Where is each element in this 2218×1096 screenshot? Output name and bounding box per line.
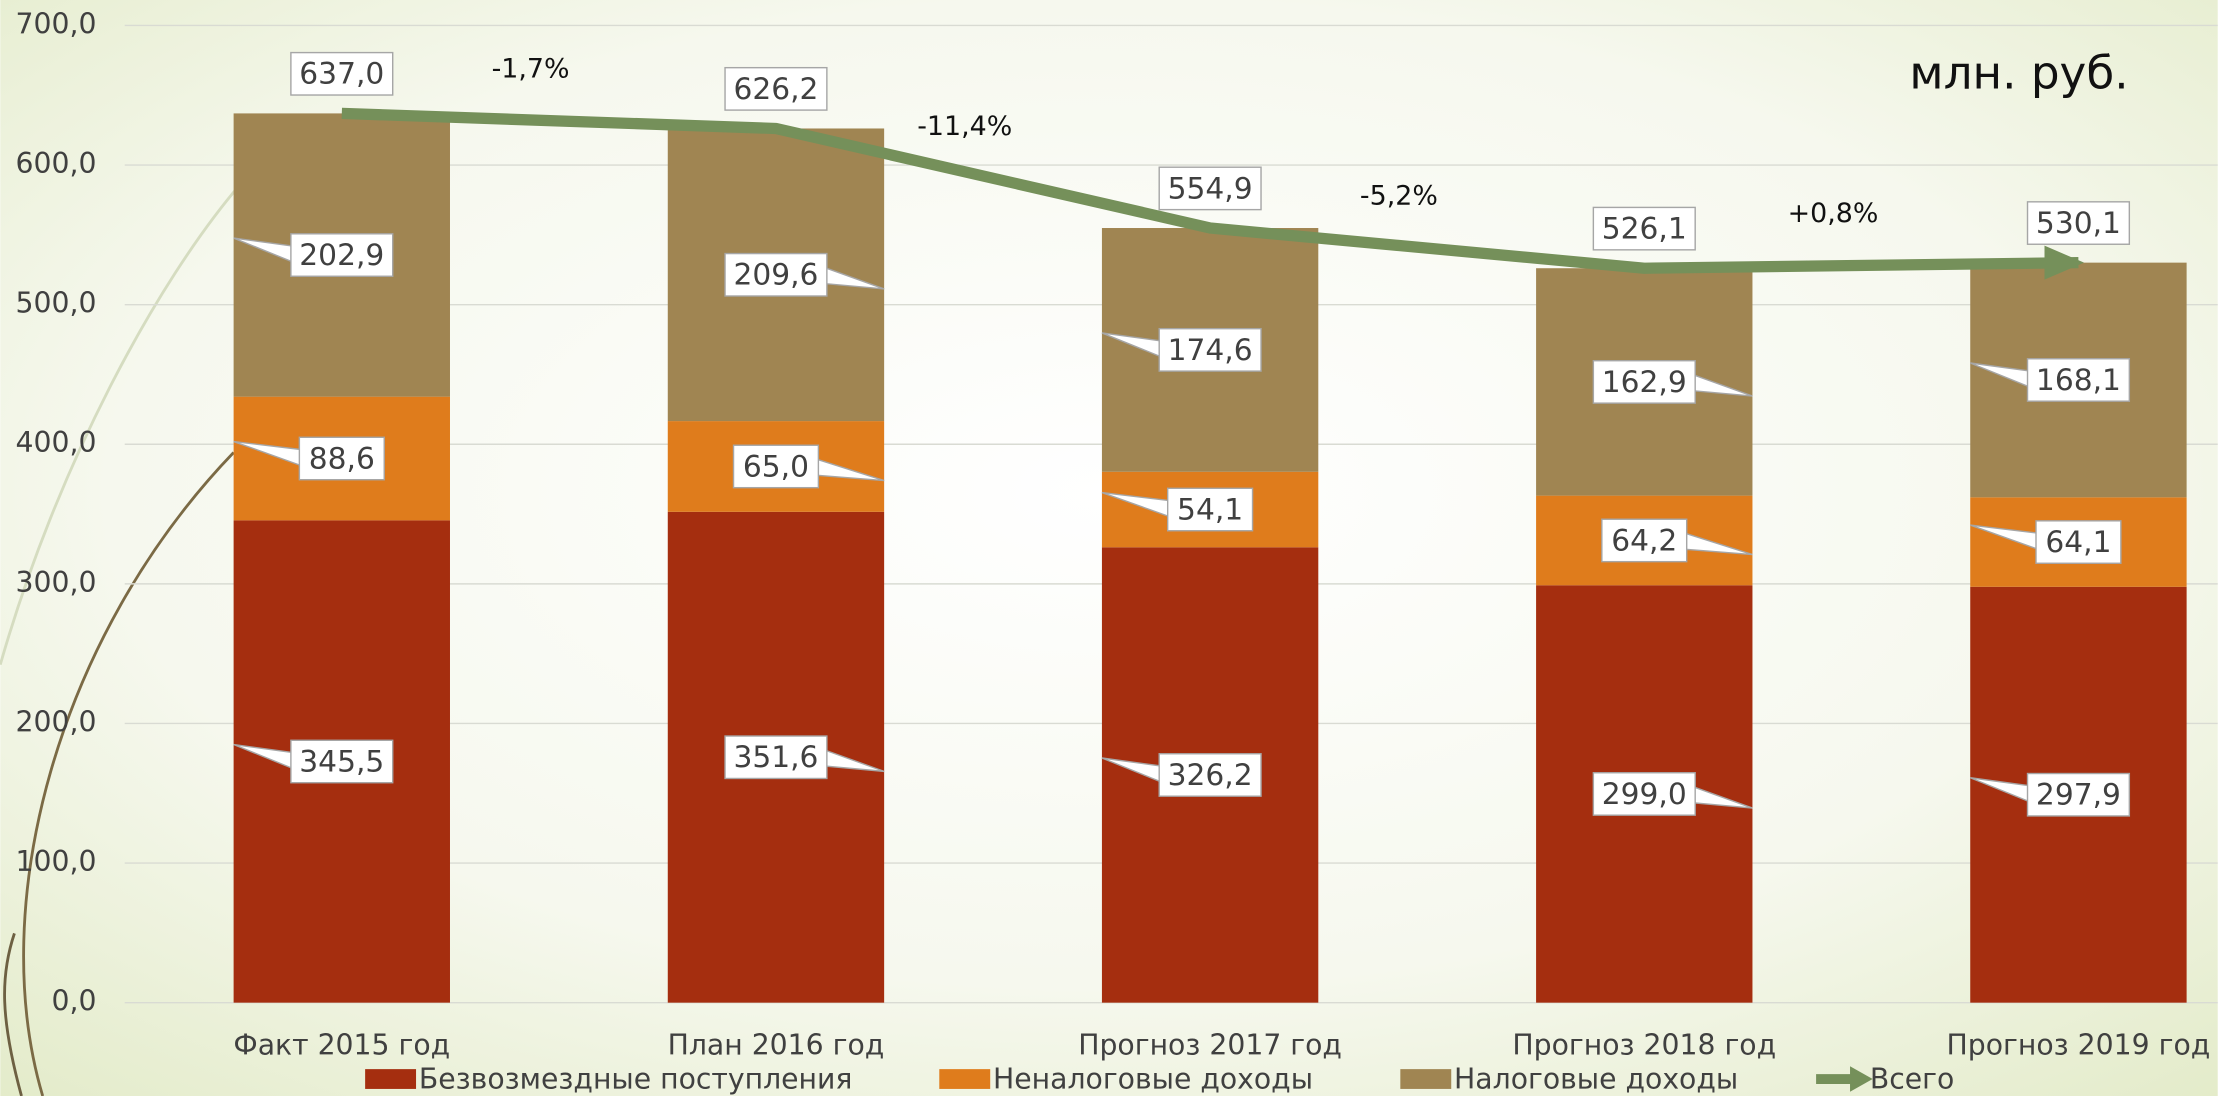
data-label-box [724,252,828,297]
data-label-box [2035,520,2122,564]
data-label-box [1166,487,1254,532]
data-label: 64,1 [2045,525,2111,560]
legend-label: Всего [1870,1062,1954,1095]
legend-swatch [939,1069,991,1089]
y-tick-label: 200,0 [16,705,97,738]
total-label-box [1158,166,1262,211]
legend-swatch [1400,1069,1452,1089]
total-line [341,107,2079,274]
total-label: 626,2 [733,72,818,107]
data-label-box [290,233,394,277]
total-label-box [290,51,394,96]
legend-label: Безвозмездные поступления [419,1062,853,1095]
legend-label: Налоговые доходы [1454,1062,1738,1095]
y-tick-label: 100,0 [16,845,97,878]
data-label: 351,6 [733,740,818,775]
data-label-box [1592,772,1696,816]
y-tick-label: 600,0 [16,147,97,180]
arrow-head [2044,245,2085,280]
x-tick-label: Факт 2015 год [233,1029,450,1062]
y-tick-label: 400,0 [16,426,97,459]
change-label: -1,7% [492,54,570,85]
change-label: -11,4% [917,111,1012,142]
legend-label: Неналоговые доходы [993,1062,1313,1095]
y-tick-label: 0,0 [51,985,96,1018]
data-label-box [732,444,820,489]
x-tick-label: Прогноз 2019 год [1947,1029,2211,1062]
data-label: 297,9 [2036,778,2121,813]
data-label: 65,0 [743,449,809,484]
data-label-box [290,739,394,784]
change-label: +0,8% [1788,198,1879,229]
change-label: -5,2% [1360,181,1438,212]
total-label: 637,0 [299,57,384,92]
data-label: 88,6 [309,441,375,476]
decoration [3,932,23,1096]
data-label: 202,9 [299,238,384,273]
total-label: 554,9 [1168,171,1253,206]
data-label: 326,2 [1168,758,1253,793]
decoration [22,451,235,1096]
y-tick-label: 300,0 [16,566,97,599]
data-label-box [298,436,385,481]
x-tick-label: Прогноз 2018 год [1512,1029,1776,1062]
data-label: 54,1 [1177,492,1243,527]
data-label: 345,5 [299,744,384,779]
y-tick-label: 700,0 [16,7,97,40]
data-label-box [1592,360,1696,404]
y-tick-label: 500,0 [16,287,97,320]
decoration [0,182,242,666]
data-label: 209,6 [733,258,818,293]
x-tick-label: Прогноз 2017 год [1078,1029,1342,1062]
data-label-box [724,735,828,780]
data-label: 299,0 [1602,777,1687,812]
data-label-box [1158,753,1262,797]
data-label-box [2026,358,2131,402]
data-label: 64,2 [1611,523,1677,558]
data-label-box [1601,518,1688,563]
unit-label: млн. руб. [1909,46,2128,99]
data-label: 174,6 [1168,333,1253,368]
legend-swatch [1850,1066,1873,1092]
total-label-box [1592,206,1696,251]
total-label: 526,1 [1602,212,1687,247]
data-label: 162,9 [1602,365,1687,400]
data-label-box [2026,772,2131,817]
total-label-box [724,66,828,111]
legend-swatch [365,1069,417,1089]
total-label-box [2026,201,2131,245]
x-tick-label: План 2016 год [668,1029,885,1062]
data-label: 168,1 [2036,363,2121,398]
total-label: 530,1 [2036,206,2121,241]
data-label-box [1158,327,1262,372]
